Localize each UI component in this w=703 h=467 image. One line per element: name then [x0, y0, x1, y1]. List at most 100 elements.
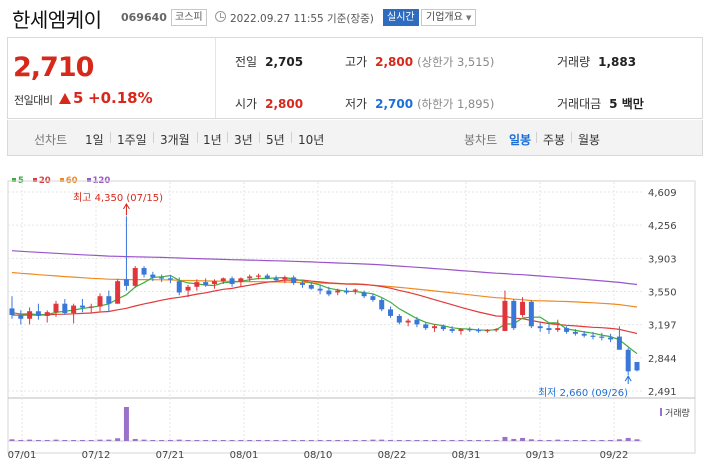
- candle-body: [432, 326, 438, 329]
- volume-bar: [326, 439, 332, 441]
- volume-bar: [106, 439, 112, 441]
- volume-bar: [44, 439, 50, 441]
- candle-body: [423, 324, 429, 329]
- x-tick-label: 08/22: [378, 450, 407, 461]
- volume-bar: [62, 439, 68, 441]
- x-tick-label: 07/21: [156, 450, 185, 461]
- candle-body: [608, 337, 614, 340]
- low-value: 2,700: [375, 97, 414, 111]
- change-label: 전일대비: [14, 94, 53, 107]
- prev-close-label: 전일: [235, 55, 258, 69]
- x-tick-label: 08/01: [230, 450, 259, 461]
- lower-limit: (하한가 1,895): [417, 97, 495, 111]
- volume-bar: [123, 407, 129, 441]
- candle-body: [255, 275, 261, 277]
- candle-body: [35, 311, 41, 316]
- volume-bar: [176, 439, 182, 441]
- candle-body: [528, 301, 534, 327]
- volume-bar: [150, 439, 156, 441]
- candle-body: [326, 290, 332, 295]
- x-tick-label: 07/01: [8, 450, 37, 461]
- volume-bar: [528, 439, 534, 441]
- y-tick-label: 3,903: [648, 254, 677, 265]
- x-tick-label: 08/31: [452, 450, 481, 461]
- candle-body: [247, 276, 253, 279]
- ma60-line: [11, 271, 638, 308]
- candle-body: [449, 329, 455, 331]
- corp-info-dropdown[interactable]: 기업개요 ▼: [421, 9, 477, 26]
- divider: [291, 132, 292, 143]
- volume-bar: [361, 439, 367, 441]
- tab-5y[interactable]: 5년: [266, 133, 285, 147]
- volume-bar: [352, 440, 358, 441]
- divider: [153, 132, 154, 143]
- volume-bar: [9, 439, 15, 441]
- candle-body: [414, 319, 420, 325]
- volume-bar: [423, 440, 429, 441]
- high-cell: 고가 2,800 (상한가 3,515): [345, 53, 494, 70]
- volume-bar: [546, 439, 552, 441]
- candle-body: [79, 305, 85, 308]
- y-tick-label: 4,609: [648, 188, 677, 199]
- price-summary: 2,710 전일대비 5 +0.18% 전일 2,705 고가 2,800 (상한가 …: [7, 37, 703, 119]
- candle-body: [317, 288, 323, 291]
- volume-bar: [564, 439, 570, 441]
- candle-body: [220, 278, 226, 282]
- candle-body: [440, 326, 446, 330]
- volume-bar: [185, 439, 191, 441]
- candle-body: [18, 314, 24, 319]
- volume-bar: [440, 439, 446, 441]
- price-chart[interactable]: 4,609 4,256 3,903 3,550 3,197 2,844 2,491 07/01…: [0, 168, 703, 467]
- volume-bar: [335, 440, 341, 441]
- candle-body: [467, 329, 473, 331]
- volume-bar: [88, 439, 94, 441]
- volume-bar: [484, 440, 490, 441]
- up-triangle-icon: [59, 93, 71, 104]
- tab-10y[interactable]: 10년: [298, 133, 325, 147]
- volume-bar: [388, 439, 394, 441]
- tab-1w[interactable]: 1주일: [117, 133, 147, 147]
- volume-bar: [572, 439, 578, 441]
- volume-bar: [599, 440, 605, 441]
- candle-body: [141, 268, 147, 275]
- volume-bar: [616, 439, 622, 441]
- candle-body: [572, 331, 578, 334]
- amount-cell: 거래대금 5 백만: [557, 95, 644, 112]
- volume-bar: [308, 440, 314, 441]
- candle-body: [27, 311, 33, 319]
- candle-body: [484, 330, 490, 332]
- tab-monthly[interactable]: 월봉: [578, 133, 601, 147]
- volume-bar: [273, 440, 279, 441]
- candle-body: [273, 278, 279, 281]
- x-tick-label: 09/13: [526, 450, 555, 461]
- candle-body: [123, 279, 129, 286]
- tab-1d[interactable]: 1일: [85, 133, 104, 147]
- realtime-button[interactable]: 실시간: [383, 9, 419, 26]
- low-cell: 저가 2,700 (하한가 1,895): [345, 95, 494, 112]
- candle-body: [352, 289, 358, 291]
- tab-3y[interactable]: 3년: [234, 133, 253, 147]
- candle-body: [625, 349, 631, 372]
- candle-body: [194, 282, 200, 287]
- max-arrow-head: [123, 203, 130, 210]
- tab-weekly[interactable]: 주봉: [543, 133, 566, 147]
- y-tick-label: 2,844: [648, 354, 677, 365]
- candle-body: [370, 296, 376, 300]
- tab-daily[interactable]: 일봉: [509, 133, 532, 147]
- candle-body: [344, 290, 350, 293]
- volume-bar: [344, 439, 350, 441]
- stock-header: 한세엠케이 069640 코스피 2022.09.27 11:55 기준(장중)…: [0, 0, 703, 36]
- ma5-line: [11, 274, 638, 355]
- candle-body: [493, 329, 499, 331]
- candle-body: [176, 281, 182, 293]
- candle-body: [405, 320, 411, 323]
- tab-3m[interactable]: 3개월: [160, 133, 190, 147]
- candle-body: [229, 278, 235, 284]
- legend-swatch: [32, 178, 37, 182]
- min-arrow-head: [624, 375, 632, 382]
- ma20-line: [11, 279, 638, 335]
- volume-bar: [132, 438, 138, 441]
- tab-1y[interactable]: 1년: [203, 133, 222, 147]
- legend-swatch: [59, 178, 64, 182]
- divider: [571, 132, 572, 143]
